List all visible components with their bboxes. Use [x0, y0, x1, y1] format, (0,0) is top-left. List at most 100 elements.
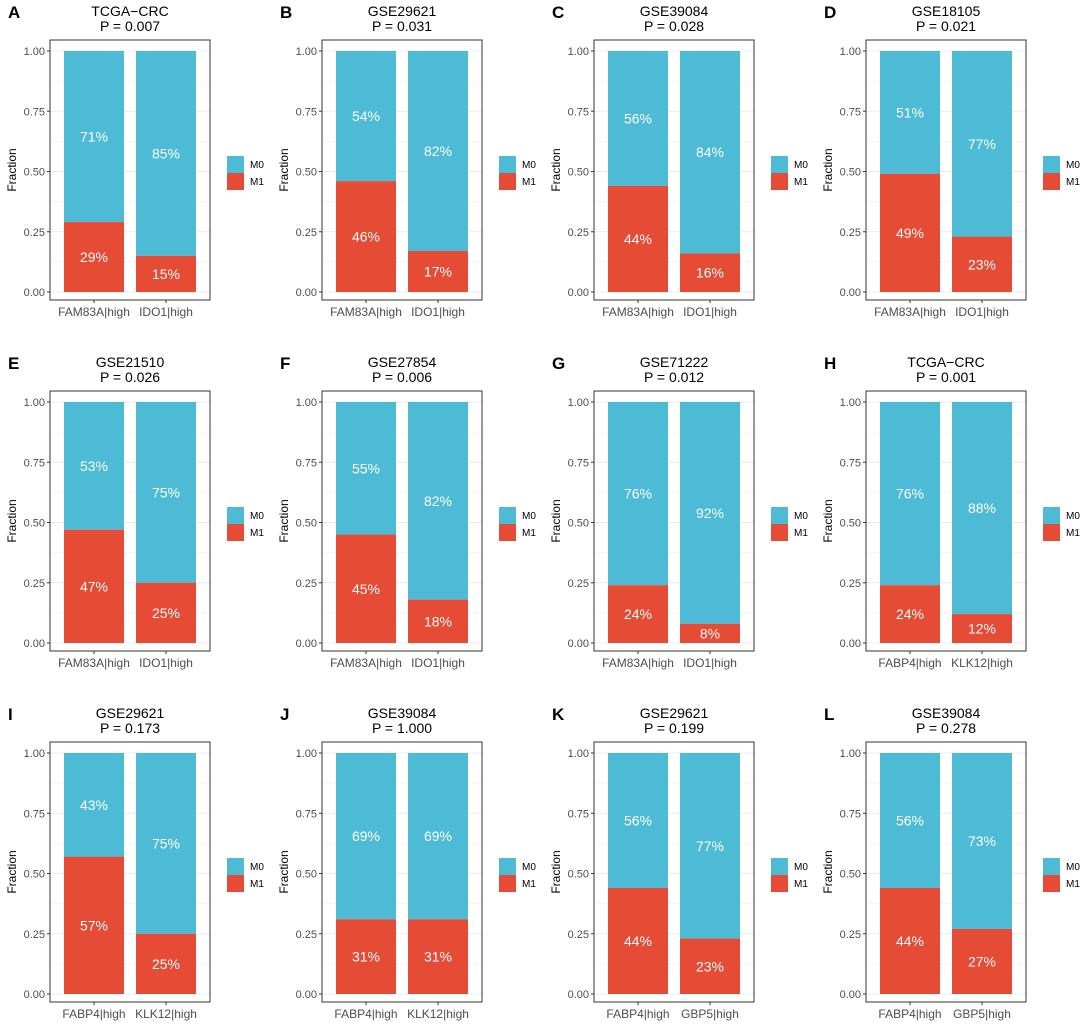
legend: M0 M1 — [227, 507, 264, 541]
plot-border — [321, 39, 483, 301]
y-tick-label: 1.00 — [296, 46, 317, 58]
x-tick-label: FAM83A|high — [330, 656, 402, 670]
panel-pvalue: P = 0.012 — [644, 369, 704, 385]
bar-segment-m0 — [64, 753, 124, 857]
panel-pvalue: P = 0.031 — [372, 18, 432, 34]
y-tick-label: 1.00 — [24, 46, 45, 58]
y-tick-label: 0.25 — [24, 227, 45, 239]
y-tick-label: 0.50 — [24, 518, 45, 530]
legend-swatch-m1 — [771, 173, 788, 190]
bar-segment-m0 — [336, 51, 396, 182]
data-label-m1: 57% — [80, 917, 108, 933]
data-label-m0: 82% — [424, 143, 452, 159]
bar-segment-m1 — [136, 582, 196, 643]
panel-pvalue: P = 0.199 — [644, 720, 704, 736]
legend-swatch-m0 — [227, 156, 244, 173]
bar-segment-m0 — [408, 402, 468, 600]
data-label-m0: 71% — [80, 129, 108, 145]
panel-title: GSE29621 — [368, 3, 437, 19]
y-tick-label: 0.75 — [840, 457, 861, 469]
bar-segment-m1 — [952, 236, 1012, 292]
data-label-m1: 12% — [968, 621, 996, 637]
y-axis-label: Fraction — [821, 148, 835, 191]
data-label-m1: 25% — [152, 605, 180, 621]
bar-segment-m1 — [336, 181, 396, 292]
panel-title: GSE39084 — [640, 3, 709, 19]
data-label-m1: 47% — [80, 578, 108, 594]
bar-segment-m1 — [680, 253, 740, 292]
plot-border — [593, 39, 755, 301]
legend-label-m1: M1 — [522, 528, 536, 539]
y-tick-label: 0.25 — [24, 929, 45, 941]
panel-title: GSE39084 — [368, 705, 437, 721]
legend: M0 M1 — [499, 858, 536, 892]
bar-segment-m1 — [408, 919, 468, 994]
y-tick-label: 1.00 — [296, 397, 317, 409]
bar-segment-m0 — [952, 51, 1012, 237]
bar-segment-m1 — [608, 887, 668, 994]
panel-letter: A — [8, 3, 20, 22]
data-label-m0: 82% — [424, 493, 452, 509]
legend: M0 M1 — [771, 858, 808, 892]
data-label-m0: 76% — [624, 486, 652, 502]
data-label-m1: 17% — [424, 264, 452, 280]
panel-letter: K — [552, 705, 565, 724]
y-tick-label: 0.50 — [296, 869, 317, 881]
legend-label-m0: M0 — [1066, 511, 1080, 522]
legend-label-m0: M0 — [794, 160, 808, 171]
bar-segment-m1 — [952, 928, 1012, 994]
legend-label-m1: M1 — [522, 177, 536, 188]
y-tick-label: 0.50 — [840, 869, 861, 881]
panel-title: TCGA−CRC — [907, 354, 984, 370]
data-label-m0: 75% — [152, 835, 180, 851]
data-label-m1: 44% — [624, 933, 652, 949]
y-tick-label: 0.00 — [568, 287, 589, 299]
panel-title: GSE21510 — [96, 354, 165, 370]
data-label-m1: 8% — [700, 625, 720, 641]
data-label-m0: 54% — [352, 108, 380, 124]
x-tick-label: KLK12|high — [951, 656, 1013, 670]
data-label-m1: 23% — [696, 958, 724, 974]
y-tick-label: 0.25 — [840, 227, 861, 239]
x-tick-label: KLK12|high — [407, 1007, 469, 1021]
legend-label-m0: M0 — [522, 862, 536, 873]
bar-segment-m1 — [608, 185, 668, 292]
plot-border — [49, 741, 211, 1003]
legend-label-m1: M1 — [522, 879, 536, 890]
data-label-m0: 53% — [80, 458, 108, 474]
plot-border — [865, 39, 1027, 301]
panel-letter: D — [824, 3, 836, 22]
y-tick-label: 0.25 — [568, 227, 589, 239]
panel-pvalue: P = 0.001 — [916, 369, 976, 385]
legend: M0 M1 — [227, 156, 264, 190]
x-tick-label: FAM83A|high — [58, 305, 130, 319]
data-label-m0: 56% — [624, 812, 652, 828]
data-label-m1: 25% — [152, 956, 180, 972]
y-tick-label: 1.00 — [296, 748, 317, 760]
data-label-m0: 92% — [696, 505, 724, 521]
y-tick-label: 0.00 — [840, 989, 861, 1001]
bar-segment-m0 — [880, 402, 940, 586]
y-tick-label: 0.50 — [568, 869, 589, 881]
y-tick-label: 0.25 — [296, 929, 317, 941]
panel-pvalue: P = 0.026 — [100, 369, 160, 385]
x-tick-label: IDO1|high — [139, 656, 193, 670]
legend-swatch-m0 — [771, 507, 788, 524]
y-tick-label: 0.00 — [568, 989, 589, 1001]
legend-swatch-m1 — [499, 875, 516, 892]
y-axis-label: Fraction — [549, 148, 563, 191]
legend-swatch-m1 — [499, 173, 516, 190]
panel-pvalue: P = 0.278 — [916, 720, 976, 736]
y-tick-label: 0.00 — [840, 287, 861, 299]
x-tick-label: IDO1|high — [411, 305, 465, 319]
plot-border — [865, 741, 1027, 1003]
legend-label-m1: M1 — [794, 177, 808, 188]
bar-segment-m1 — [880, 173, 940, 292]
bar-segment-m0 — [880, 51, 940, 174]
panel-letter: L — [824, 705, 834, 724]
x-tick-label: FAM83A|high — [330, 305, 402, 319]
panel-pvalue: P = 0.007 — [100, 18, 160, 34]
